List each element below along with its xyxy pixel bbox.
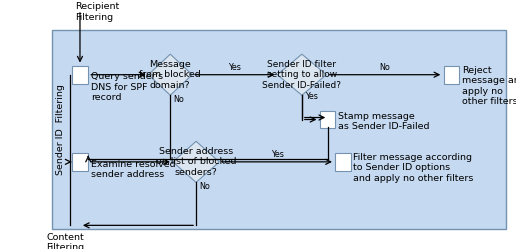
FancyBboxPatch shape [335,153,351,171]
FancyBboxPatch shape [320,112,335,127]
Text: Message
from blocked
domain?: Message from blocked domain? [139,60,201,90]
Text: Reject
message and
apply no
other filters: Reject message and apply no other filter… [462,66,516,106]
FancyBboxPatch shape [72,66,88,84]
Text: Sender ID  Filtering: Sender ID Filtering [56,84,66,175]
Text: No: No [379,63,390,72]
Text: Filter message according
to Sender ID options
and apply no other filters: Filter message according to Sender ID op… [353,153,474,183]
Polygon shape [173,141,219,182]
Text: Yes: Yes [229,63,241,72]
Text: Sender address
on list of blocked
senders?: Sender address on list of blocked sender… [156,147,236,177]
Text: Recipient
Filtering: Recipient Filtering [75,2,119,22]
Text: Sender ID filter
setting to allow
Sender ID-Failed?: Sender ID filter setting to allow Sender… [262,60,342,90]
Polygon shape [149,54,192,95]
Text: Content
Filtering: Content Filtering [46,233,85,249]
Text: Stamp message
as Sender ID-Failed: Stamp message as Sender ID-Failed [338,112,429,131]
FancyBboxPatch shape [444,66,459,84]
FancyBboxPatch shape [72,153,88,171]
Text: No: No [199,182,210,191]
Text: Examine resolved
sender address: Examine resolved sender address [91,160,176,179]
Polygon shape [278,54,326,95]
FancyBboxPatch shape [52,30,506,229]
Text: Query sender's
DNS for SPF
record: Query sender's DNS for SPF record [91,72,164,102]
Text: Yes: Yes [271,150,283,159]
Text: Yes: Yes [305,92,318,101]
Text: No: No [173,95,184,104]
